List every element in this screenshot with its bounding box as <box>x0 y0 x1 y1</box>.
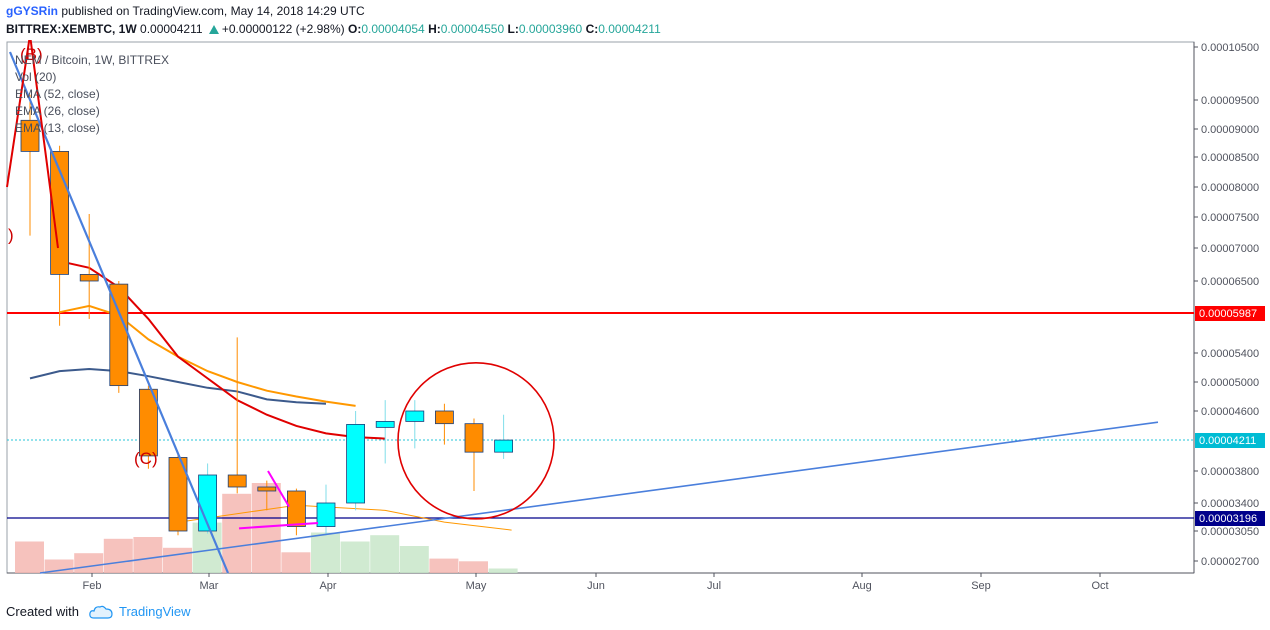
high-value: 0.00004550 <box>440 22 505 36</box>
pink-line-2 <box>238 521 319 530</box>
y-tick-label: 0.00005000 <box>1201 377 1259 389</box>
ema52-line <box>29 367 327 405</box>
support-badge-bg <box>1195 511 1265 526</box>
y-tick-label: 0.00007500 <box>1201 212 1259 224</box>
x-tick-label: May <box>466 580 487 592</box>
candle-body <box>346 424 366 504</box>
low-value: 0.00003960 <box>518 22 583 36</box>
y-tick-label: 0.00003800 <box>1201 466 1259 478</box>
publish-line: gGYSRin published on TradingView.com, Ma… <box>6 4 365 18</box>
candle-body <box>494 439 514 453</box>
highlight-ellipse <box>397 362 555 520</box>
legend-item-vol[interactable]: Vol (20) <box>15 70 57 84</box>
tradingview-cloud-icon <box>89 605 113 619</box>
candle-body <box>405 410 425 422</box>
x-tick-label: Jun <box>587 580 605 592</box>
y-tick-label: 0.00009000 <box>1201 124 1259 136</box>
price-chart[interactable]: 0.00010500 0.00009500 0.00009000 0.00008500… <box>0 40 1270 600</box>
volume-bar <box>488 568 518 573</box>
wave-label-c: (C) <box>134 449 158 468</box>
y-tick-label: 0.00008000 <box>1201 182 1259 194</box>
high-label: H: <box>428 22 441 36</box>
volume-bar <box>15 541 44 573</box>
last-price: 0.00004211 <box>140 22 203 36</box>
symbol-label: BITTREX:XEMBTC, 1W <box>6 22 137 36</box>
volume-bar <box>163 547 192 573</box>
wave-label-paren: ) <box>8 226 14 245</box>
candle-body <box>79 273 99 282</box>
x-tick-label: Sep <box>971 580 991 592</box>
wave-line <box>6 40 59 249</box>
candle-body <box>257 486 277 492</box>
volume-ma-line <box>172 504 512 531</box>
y-tick-label: 0.00003050 <box>1201 526 1259 538</box>
low-label: L: <box>507 22 519 36</box>
wave-label-b: (B) <box>20 45 43 64</box>
candle-body <box>316 502 336 527</box>
legend-title: NEM / Bitcoin, 1W, BITTREX <box>15 53 170 67</box>
volume-bar <box>103 538 133 573</box>
rising-trendline <box>39 421 1159 574</box>
y-tick-label: 0.00005400 <box>1201 348 1259 360</box>
x-tick-label: Oct <box>1091 580 1108 592</box>
candle-body <box>168 457 188 532</box>
y-tick-label: 0.00009500 <box>1201 95 1259 107</box>
volume-bar <box>399 546 429 573</box>
resistance-badge-label: 0.00005987 <box>1199 308 1257 320</box>
open-label: O: <box>347 22 362 36</box>
ohlc-line: BITTREX:XEMBTC, 1W 0.00004211 +0.0000012… <box>6 22 661 36</box>
legend-item-ema52[interactable]: EMA (52, close) <box>15 87 100 101</box>
candle-body <box>286 490 306 527</box>
legend-item-ema13[interactable]: EMA (13, close) <box>15 121 100 135</box>
x-tick-label: Aug <box>852 580 872 592</box>
volume-bar <box>370 535 400 573</box>
y-tick-label: 0.00006500 <box>1201 276 1259 288</box>
open-value: 0.00004054 <box>361 22 425 36</box>
candle-body <box>464 423 484 453</box>
x-tick-label: Apr <box>319 580 336 592</box>
close-label: C: <box>585 22 599 36</box>
tradingview-brand[interactable]: TradingView <box>118 604 191 619</box>
created-with-label: Created with <box>6 604 79 619</box>
volume-bar <box>429 558 459 573</box>
support-badge-label: 0.00003196 <box>1199 513 1257 525</box>
y-tick-label: 0.00004600 <box>1201 406 1259 418</box>
publish-info: published on TradingView.com, May 14, 20… <box>61 4 365 18</box>
volume-bar <box>281 552 311 573</box>
y-tick-label: 0.00003400 <box>1201 498 1259 510</box>
volume-bar <box>459 561 488 573</box>
y-tick-label: 0.00007000 <box>1201 243 1259 255</box>
y-tick-label: 0.00008500 <box>1201 152 1259 164</box>
candle-body <box>20 119 40 152</box>
x-tick-label: Jul <box>707 580 721 592</box>
falling-trendline <box>8 51 230 574</box>
volume-bar <box>222 493 252 573</box>
current-price-badge-bg <box>1195 433 1265 448</box>
volume-bar <box>340 541 370 573</box>
up-arrow-icon <box>208 25 219 34</box>
candle-body <box>227 474 247 488</box>
legend-item-ema26[interactable]: EMA (26, close) <box>15 104 100 118</box>
volume-bar <box>311 532 340 573</box>
ema26-line <box>59 304 356 407</box>
y-tick-label: 0.00010500 <box>1201 42 1259 54</box>
x-tick-label: Feb <box>83 580 102 592</box>
resistance-badge-bg <box>1195 306 1265 321</box>
chart-legend: NEM / Bitcoin, 1W, BITTREX Vol (20) EMA … <box>15 52 169 137</box>
volume-bar <box>74 553 104 573</box>
author-name[interactable]: gGYSRin <box>6 4 59 18</box>
price-change: +0.00000122 (+2.98%) <box>221 22 345 36</box>
volume-bar <box>133 537 163 573</box>
candle-body <box>434 410 454 425</box>
close-value: 0.00004211 <box>598 22 661 36</box>
footer: Created with TradingView <box>6 604 191 619</box>
candle-body <box>375 421 395 428</box>
current-price-badge-label: 0.00004211 <box>1199 435 1256 447</box>
y-tick-label: 0.00002700 <box>1201 556 1259 568</box>
x-tick-label: Mar <box>200 580 219 592</box>
candle-body <box>138 388 158 457</box>
pink-line-1 <box>267 470 290 508</box>
